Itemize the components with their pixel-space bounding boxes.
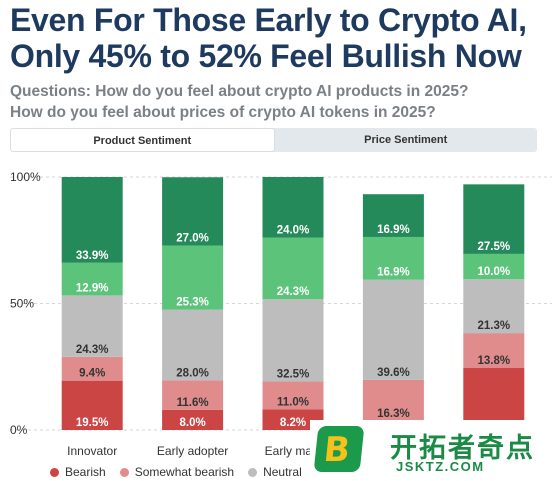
- data-label: 28.0%: [176, 367, 209, 379]
- data-label: 27.0%: [176, 233, 209, 245]
- data-label: 21.3%: [477, 320, 510, 332]
- bar-segment: [162, 177, 224, 246]
- data-label: 24.3%: [76, 344, 109, 356]
- x-tick-label: Early majo: [265, 444, 322, 458]
- data-label: 16.3%: [377, 408, 410, 420]
- legend-swatch-neutral: [248, 467, 258, 477]
- data-label: 24.0%: [277, 225, 310, 237]
- bar-segment: [463, 184, 525, 254]
- data-label: 9.4%: [79, 368, 105, 380]
- legend-item-somewhat-bearish: Somewhat bearish: [119, 465, 235, 479]
- data-label: 16.9%: [377, 267, 410, 279]
- bar-segment: [61, 177, 123, 263]
- question-prices: How do you feel about prices of crypto A…: [10, 104, 436, 121]
- bar-segment: [362, 236, 424, 280]
- data-label: 33.9%: [76, 250, 109, 262]
- legend-swatch-bearish: [50, 467, 59, 477]
- chart-legend: Bearish Somewhat bearish Neutral: [50, 465, 302, 479]
- data-label: 27.5%: [477, 241, 510, 253]
- bar-segment: [262, 381, 324, 410]
- y-tick-label: 0%: [10, 423, 28, 437]
- bar-segment: [463, 333, 525, 369]
- bar-segment: [262, 409, 324, 430]
- tab-price-sentiment[interactable]: Price Sentiment: [364, 134, 448, 146]
- data-label: 11.6%: [177, 397, 209, 409]
- bar-segment: [262, 177, 324, 238]
- data-label: 19.5%: [76, 417, 109, 429]
- bar-segment: [362, 194, 424, 237]
- legend-item-neutral: Neutral: [248, 465, 302, 479]
- bar-segment: [262, 299, 324, 382]
- bar-segment: [463, 368, 525, 430]
- data-label: 25.3%: [176, 297, 209, 309]
- legend-label-neutral: Neutral: [263, 465, 302, 479]
- bar-segment: [463, 279, 525, 334]
- logo-name: 开拓者奇点: [390, 433, 535, 463]
- data-label: 11.0%: [277, 396, 309, 408]
- bar-segment: [162, 309, 224, 381]
- data-label: 13.8%: [477, 355, 510, 367]
- legend-label-bearish: Bearish: [65, 465, 106, 479]
- bar-segment: [61, 295, 123, 357]
- y-tick-label: 50%: [10, 297, 34, 311]
- logo-mark: B: [313, 426, 365, 472]
- bar-segment: [362, 379, 424, 422]
- legend-swatch-somewhat-bearish: [119, 467, 129, 477]
- bar-segment: [162, 245, 224, 310]
- data-label: 12.9%: [76, 282, 109, 294]
- data-label: 32.5%: [277, 368, 310, 380]
- bar-segment: [162, 380, 224, 410]
- bar-segment: [162, 409, 224, 430]
- legend-item-bearish: Bearish: [50, 465, 106, 479]
- data-label: 8.0%: [179, 417, 205, 429]
- bar-segment: [61, 380, 123, 430]
- data-label: 39.6%: [377, 367, 410, 379]
- x-tick-label: Early adopter: [157, 444, 228, 458]
- bar-segment: [61, 356, 123, 381]
- bar-segment: [61, 262, 123, 296]
- bar-segment: [262, 237, 324, 300]
- data-label: 8.2%: [280, 417, 306, 429]
- sentiment-tabs: Product Sentiment Price Sentiment: [10, 128, 537, 152]
- bar-segment: [362, 279, 424, 380]
- legend-label-somewhat-bearish: Somewhat bearish: [134, 465, 235, 479]
- chart-title: Even For Those Early to Crypto AI, Only …: [10, 2, 527, 74]
- data-label: 10.0%: [477, 266, 510, 278]
- x-tick-label: Innovator: [67, 444, 117, 458]
- bar-segment: [463, 253, 525, 280]
- logo-glyph: B: [321, 430, 352, 470]
- y-tick-label: 100%: [10, 170, 41, 184]
- watermark-logo: B 开拓者奇点 JSKTZ.COM: [310, 420, 555, 481]
- logo-url: JSKTZ.COM: [396, 459, 485, 474]
- data-label: 16.9%: [377, 224, 410, 236]
- question-products: Questions: How do you feel about crypto …: [10, 83, 469, 100]
- data-label: 24.3%: [277, 286, 310, 298]
- tab-product-sentiment[interactable]: Product Sentiment: [10, 128, 275, 152]
